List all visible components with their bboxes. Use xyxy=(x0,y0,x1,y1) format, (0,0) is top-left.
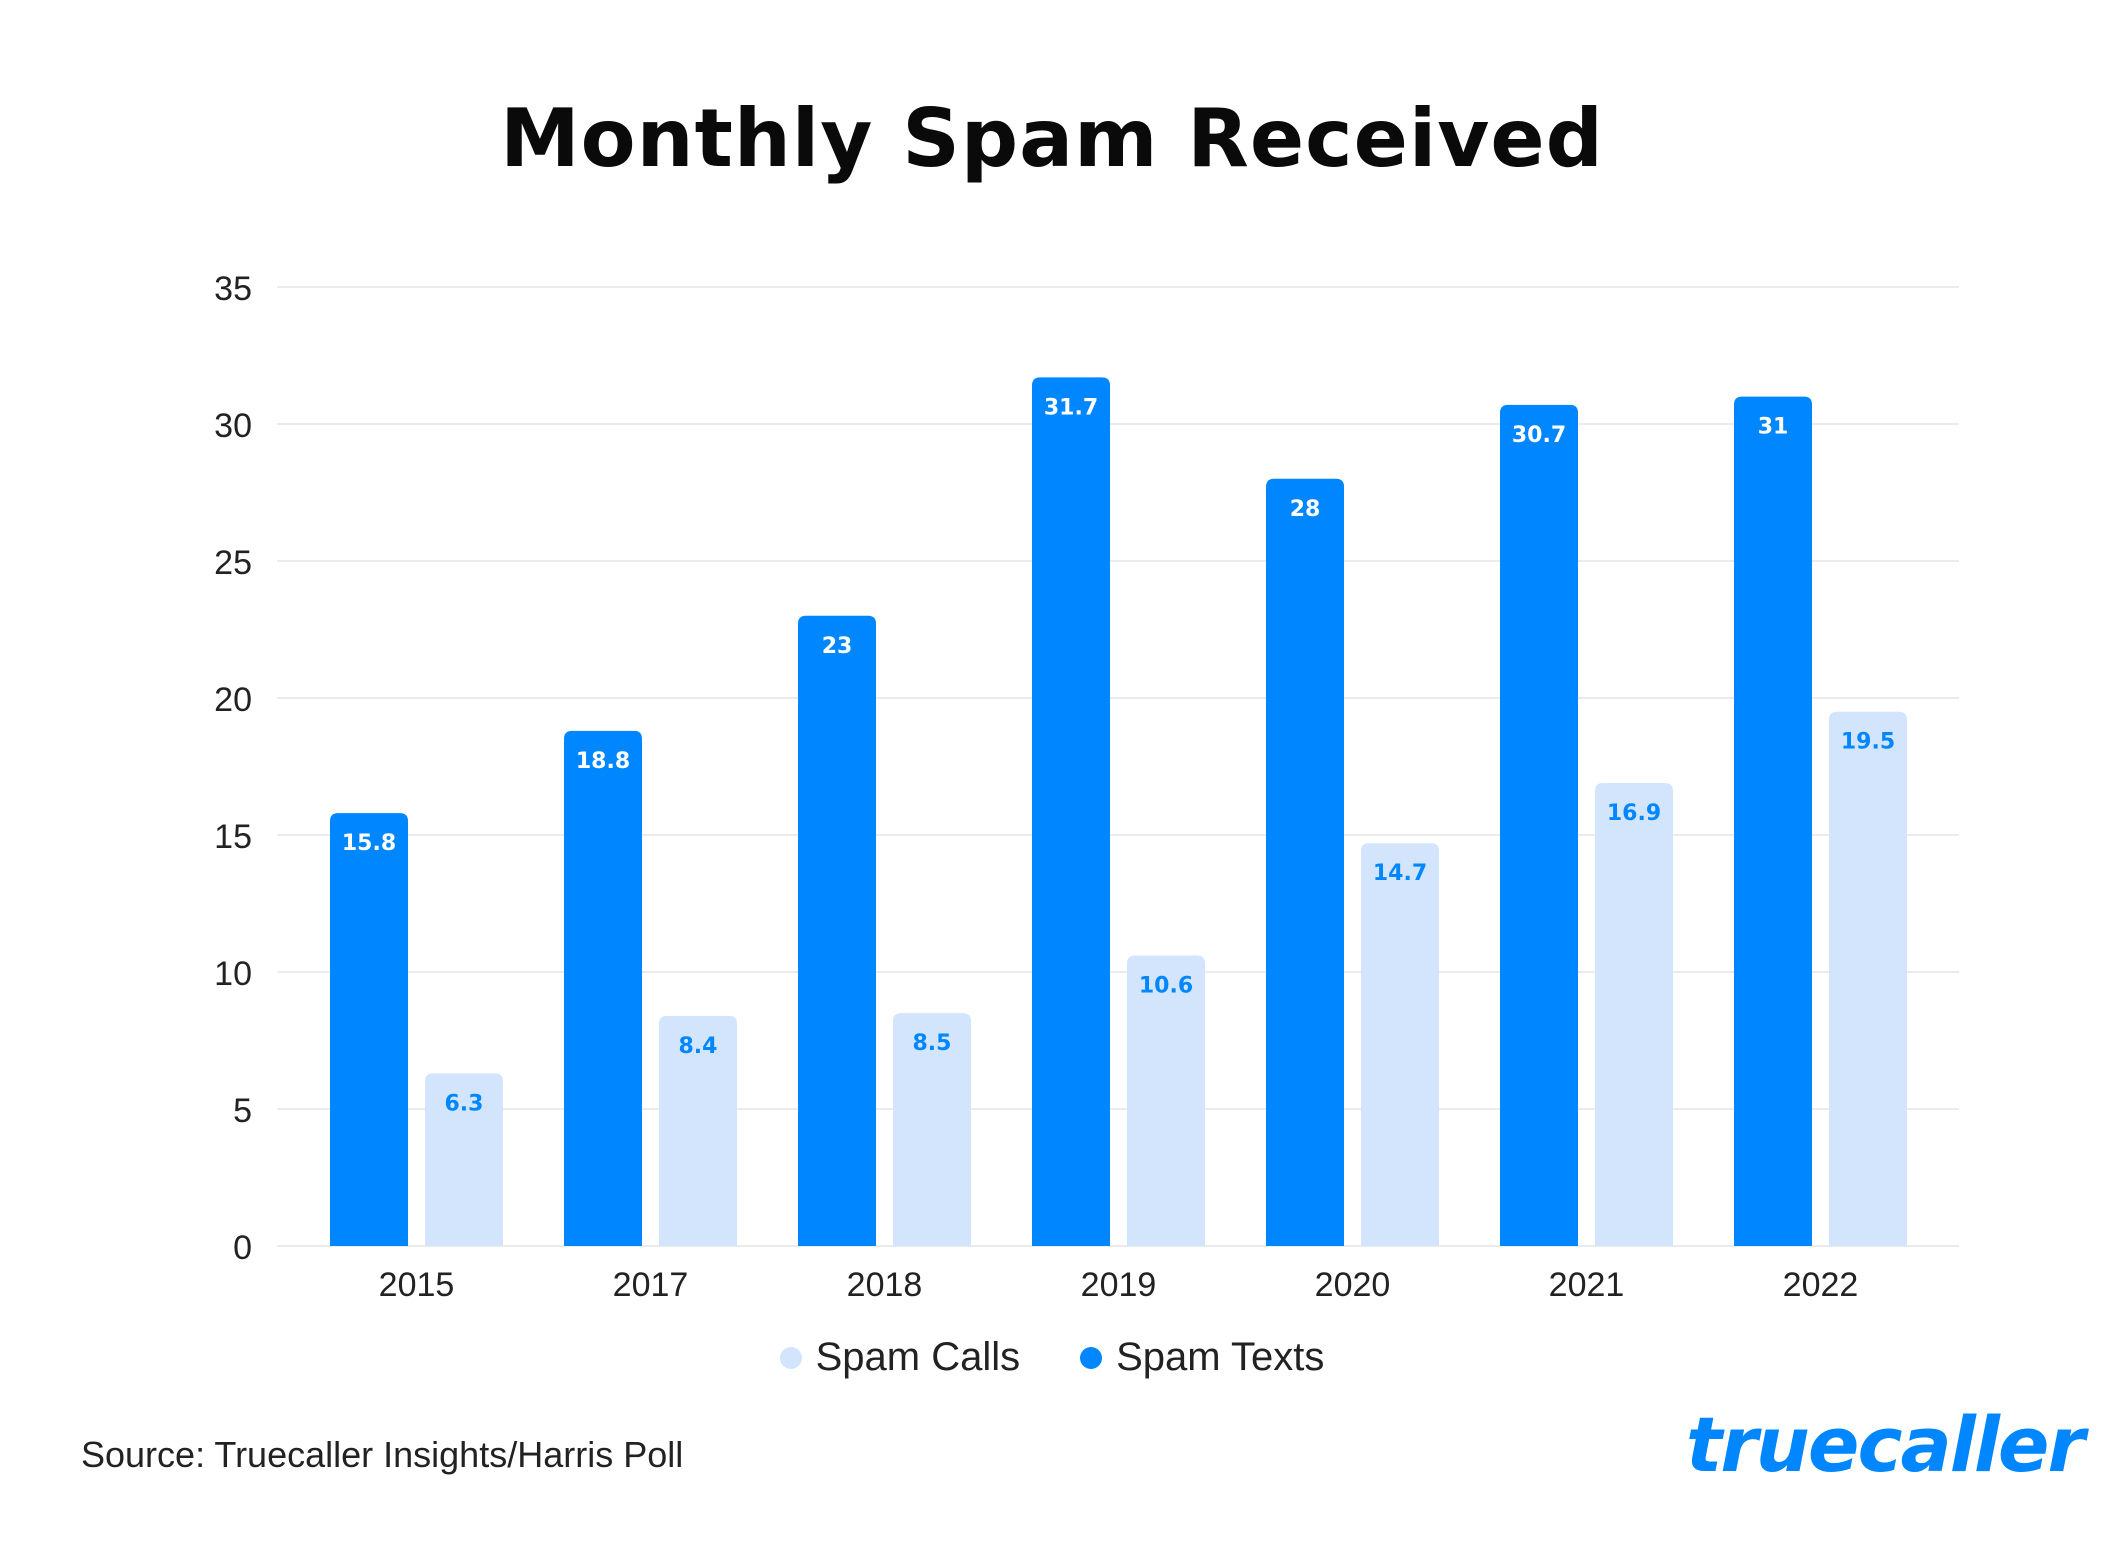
chart-title: Monthly Spam Received xyxy=(500,92,1604,185)
legend: Spam Calls Spam Texts xyxy=(0,1335,2104,1380)
bar-spam-calls xyxy=(425,1073,503,1246)
data-label: 19.5 xyxy=(1841,730,1895,755)
y-tick-label: 30 xyxy=(214,407,252,445)
data-label: 6.3 xyxy=(445,1091,484,1116)
source-note: Source: Truecaller Insights/Harris Poll xyxy=(81,1434,684,1475)
data-label: 16.9 xyxy=(1607,801,1661,826)
bar-spam-calls xyxy=(1595,782,1673,1246)
y-tick-label: 5 xyxy=(233,1092,252,1130)
bar-spam-texts xyxy=(1734,396,1812,1247)
y-tick-label: 20 xyxy=(214,681,252,719)
bar-spam-texts xyxy=(564,730,642,1246)
bar-spam-texts xyxy=(1266,478,1344,1246)
data-label: 8.5 xyxy=(913,1031,952,1056)
y-tick-label: 25 xyxy=(214,544,252,582)
x-tick-label: 2021 xyxy=(1549,1266,1625,1304)
data-label: 8.4 xyxy=(679,1034,718,1059)
legend-item-spam-calls[interactable]: Spam Calls xyxy=(779,1335,1021,1380)
truecaller-logo: truecaller xyxy=(1686,1400,2085,1489)
y-tick-label: 0 xyxy=(233,1229,252,1267)
x-tick-label: 2020 xyxy=(1315,1266,1391,1304)
bar-spam-calls xyxy=(1829,711,1907,1246)
x-tick-label: 2022 xyxy=(1783,1266,1859,1304)
data-label: 31 xyxy=(1758,415,1789,440)
y-tick-label: 15 xyxy=(214,818,252,856)
legend-label: Spam Calls xyxy=(815,1335,1021,1379)
bar-spam-texts xyxy=(1032,377,1110,1246)
data-label: 18.8 xyxy=(576,749,630,774)
bar-spam-texts xyxy=(330,813,408,1246)
bar-spam-texts xyxy=(798,615,876,1246)
x-tick-label: 2017 xyxy=(613,1266,689,1304)
data-label: 31.7 xyxy=(1044,395,1098,420)
data-label: 15.8 xyxy=(342,831,396,856)
data-label: 14.7 xyxy=(1373,861,1427,886)
legend-dot-icon xyxy=(1080,1346,1103,1369)
bar-spam-calls xyxy=(659,1015,737,1246)
data-label: 30.7 xyxy=(1512,423,1566,448)
bar-spam-calls xyxy=(1361,843,1439,1246)
data-label: 10.6 xyxy=(1139,974,1193,999)
bar-spam-calls xyxy=(893,1013,971,1246)
y-tick-label: 35 xyxy=(214,270,252,308)
data-label: 23 xyxy=(822,634,853,659)
x-tick-label: 2018 xyxy=(847,1266,923,1304)
legend-dot-icon xyxy=(779,1346,802,1369)
bar-spam-texts xyxy=(1500,404,1578,1246)
x-tick-label: 2015 xyxy=(379,1266,455,1304)
legend-item-spam-texts[interactable]: Spam Texts xyxy=(1080,1335,1324,1380)
legend-label: Spam Texts xyxy=(1116,1335,1325,1379)
bar-spam-calls xyxy=(1127,955,1205,1246)
x-tick-label: 2019 xyxy=(1081,1266,1157,1304)
data-label: 28 xyxy=(1290,497,1321,522)
y-tick-label: 10 xyxy=(214,955,252,993)
